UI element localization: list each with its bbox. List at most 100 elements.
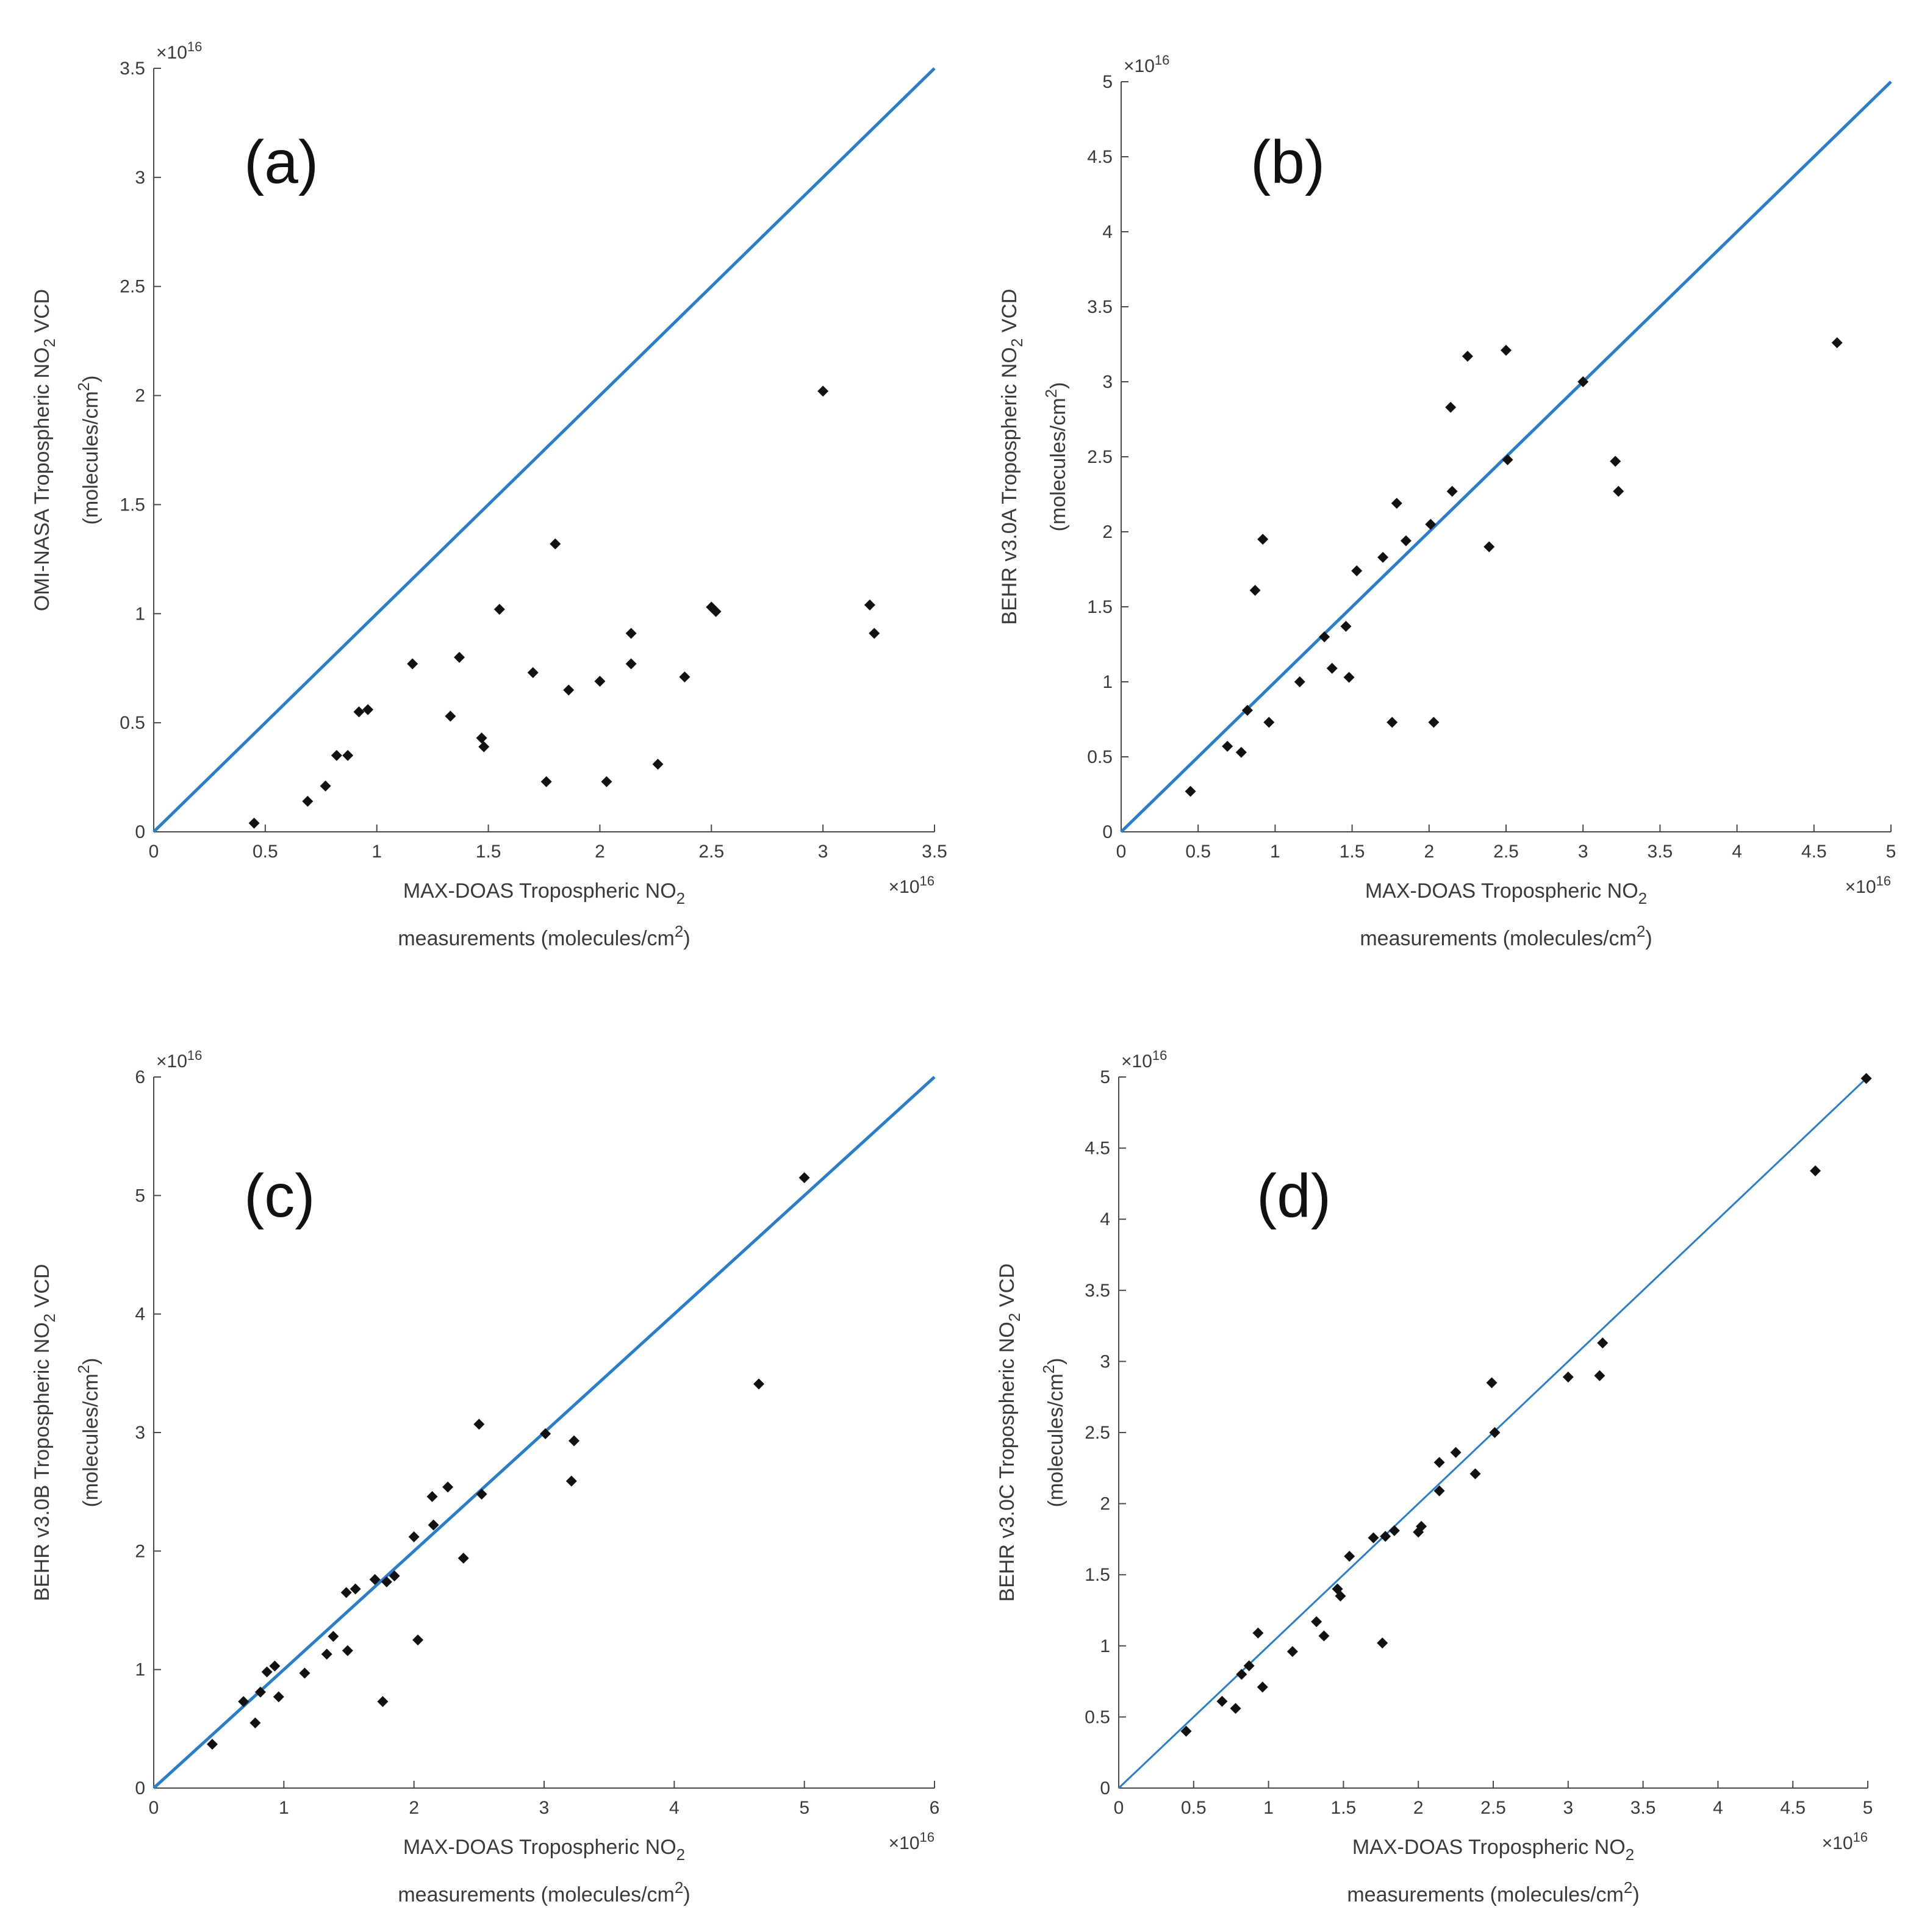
data-point <box>1294 676 1305 687</box>
x-axis-label-line2: measurements (molecules/cm2) <box>1347 1878 1639 1906</box>
data-point <box>1216 1695 1228 1707</box>
x-tick-label: 2 <box>595 842 605 862</box>
data-point <box>1446 485 1458 497</box>
data-point <box>1810 1165 1821 1176</box>
x-tick-label: 3 <box>1563 1798 1573 1818</box>
panel-label: (a) <box>244 128 318 196</box>
y-tick-label: 1 <box>135 604 145 624</box>
data-point <box>1501 345 1512 356</box>
y-tick-label: 3 <box>1102 372 1113 392</box>
x-tick-label: 0 <box>1116 842 1127 862</box>
x-tick-label: 0.5 <box>1185 842 1211 862</box>
y-tick-label: 2 <box>1100 1494 1110 1514</box>
y-tick-label: 5 <box>135 1186 145 1206</box>
data-point <box>1391 498 1402 509</box>
data-point <box>1445 401 1457 413</box>
y-tick-label: 0 <box>1100 1778 1110 1798</box>
data-point <box>369 1573 381 1585</box>
data-point <box>1562 1372 1574 1383</box>
x-tick-label: 1 <box>1263 1798 1274 1818</box>
data-point <box>1311 1616 1322 1628</box>
y-axis-label-line2: (molecules/cm2) <box>1039 1358 1067 1508</box>
y-exponent-label: ×1016 <box>1121 1048 1167 1072</box>
y-axis-label-line1: BEHR v3.0B Tropospheric NO2 VCD <box>30 1264 59 1601</box>
data-point <box>1425 518 1437 530</box>
data-point <box>601 776 612 787</box>
data-point <box>1257 534 1269 545</box>
x-tick-label: 4 <box>1713 1798 1723 1818</box>
y-axis-label-line1: BEHR v3.0A Tropospheric NO2 VCD <box>998 288 1026 624</box>
data-point <box>381 1576 392 1587</box>
data-point <box>625 628 637 639</box>
data-point <box>540 1428 551 1439</box>
data-point <box>457 1552 469 1564</box>
y-axis-label-line1: OMI-NASA Tropospheric NO2 VCD <box>30 289 59 611</box>
y-tick-label: 2.5 <box>1087 447 1113 467</box>
y-tick-label: 0.5 <box>120 713 145 733</box>
data-point <box>1263 717 1275 728</box>
x-tick-label: 3.5 <box>1648 842 1673 862</box>
data-point <box>407 658 418 670</box>
x-tick-label: 4.5 <box>1801 842 1827 862</box>
y-tick-label: 4.5 <box>1085 1139 1110 1159</box>
data-point <box>1180 1725 1192 1737</box>
y-tick-label: 1 <box>1102 672 1113 692</box>
chart-panel-2: 0 0.5 1 1.5 2 2.5 3 3.5 4 4.5 5 0 0.5 1 1.5 2 2.5 3 3.5 4 4.… <box>998 52 1896 950</box>
y-axis-label-line1: BEHR v3.0C Tropospheric NO2 VCD <box>995 1264 1024 1602</box>
data-point <box>1344 1550 1355 1562</box>
data-point <box>1351 565 1363 576</box>
data-point <box>527 667 539 678</box>
data-point <box>454 651 465 663</box>
x-tick-label: 2.5 <box>1493 842 1519 862</box>
data-point <box>1380 1531 1391 1542</box>
y-tick-label: 2 <box>135 1541 145 1561</box>
x-tick-label: 5 <box>1886 842 1896 862</box>
x-tick-label: 2.5 <box>698 842 724 862</box>
y-tick-label: 3 <box>135 168 145 188</box>
y-tick-label: 1.5 <box>120 495 145 515</box>
data-point <box>377 1696 389 1708</box>
data-point <box>1610 456 1621 467</box>
data-point <box>207 1739 218 1750</box>
chart-panel-3: 0 1 2 3 4 5 6 0 1 2 3 4 5 6 ×1016 ×1016 MAX-DOAS Troposp… <box>30 1048 939 1906</box>
y-tick-label: 0 <box>135 1778 145 1798</box>
x-tick-label: 0.5 <box>1181 1798 1207 1818</box>
x-tick-label: 5 <box>1863 1798 1873 1818</box>
x-tick-label: 5 <box>799 1798 809 1818</box>
data-point <box>1236 1669 1247 1680</box>
x-axis-label-line1: MAX-DOAS Tropospheric NO2 <box>1352 1836 1634 1864</box>
data-point <box>1230 1703 1241 1714</box>
y-exponent-label: ×1016 <box>1124 52 1169 76</box>
data-point <box>1613 485 1624 497</box>
data-point <box>1335 1590 1346 1602</box>
data-point <box>389 1570 400 1582</box>
y-exponent-label: ×1016 <box>156 1048 202 1072</box>
x-tick-label: 3.5 <box>1630 1798 1656 1818</box>
y-axis-label-line2: (molecules/cm2) <box>1042 382 1070 532</box>
y-axis-label-line2: (molecules/cm2) <box>74 1358 102 1508</box>
data-point <box>1594 1370 1605 1381</box>
y-tick-label: 3 <box>135 1423 145 1443</box>
data-point <box>426 1490 438 1502</box>
y-tick-label: 2 <box>135 386 145 406</box>
y-tick-label: 1 <box>135 1660 145 1680</box>
data-point <box>1831 337 1843 349</box>
x-tick-label: 2.5 <box>1480 1798 1506 1818</box>
x-axis-label-line1: MAX-DOAS Tropospheric NO2 <box>1365 879 1647 907</box>
x-tick-label: 4.5 <box>1780 1798 1806 1818</box>
data-point <box>478 741 490 753</box>
data-point <box>652 759 664 770</box>
data-point <box>1502 454 1513 465</box>
data-point <box>1416 1520 1427 1532</box>
x-axis-label-line1: MAX-DOAS Tropospheric NO2 <box>403 879 685 907</box>
data-point <box>550 538 561 549</box>
data-point <box>1577 376 1589 387</box>
data-point <box>340 1587 352 1598</box>
data-point <box>350 1583 361 1595</box>
data-point <box>1483 541 1495 553</box>
data-point <box>1860 1073 1872 1084</box>
panel-label: (c) <box>244 1162 315 1230</box>
data-point <box>817 385 829 397</box>
data-point <box>353 706 365 718</box>
data-point <box>1222 740 1233 752</box>
